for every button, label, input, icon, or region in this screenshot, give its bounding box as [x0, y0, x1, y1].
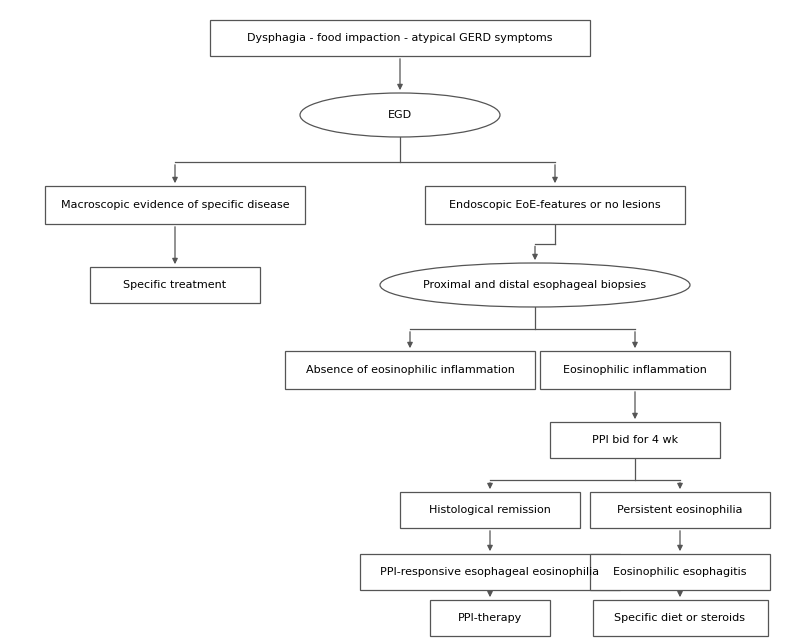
Text: Dysphagia - food impaction - atypical GERD symptoms: Dysphagia - food impaction - atypical GE…: [247, 33, 553, 43]
Text: PPI-therapy: PPI-therapy: [458, 613, 522, 623]
Text: EGD: EGD: [388, 110, 412, 120]
FancyBboxPatch shape: [425, 186, 685, 224]
FancyBboxPatch shape: [90, 267, 260, 303]
Ellipse shape: [300, 93, 500, 137]
Text: PPI-responsive esophageal eosinophilia: PPI-responsive esophageal eosinophilia: [381, 567, 599, 577]
FancyBboxPatch shape: [360, 554, 620, 590]
FancyBboxPatch shape: [593, 600, 767, 636]
Text: Specific diet or steroids: Specific diet or steroids: [614, 613, 746, 623]
FancyBboxPatch shape: [590, 492, 770, 528]
FancyBboxPatch shape: [430, 600, 550, 636]
Text: PPI bid for 4 wk: PPI bid for 4 wk: [592, 435, 678, 445]
FancyBboxPatch shape: [45, 186, 305, 224]
Text: Proximal and distal esophageal biopsies: Proximal and distal esophageal biopsies: [423, 280, 646, 290]
Text: Endoscopic EoE-features or no lesions: Endoscopic EoE-features or no lesions: [449, 200, 661, 210]
Text: Specific treatment: Specific treatment: [123, 280, 226, 290]
FancyBboxPatch shape: [400, 492, 580, 528]
Text: Absence of eosinophilic inflammation: Absence of eosinophilic inflammation: [306, 365, 514, 375]
FancyBboxPatch shape: [550, 422, 720, 458]
FancyBboxPatch shape: [210, 20, 590, 56]
Ellipse shape: [380, 263, 690, 307]
Text: Eosinophilic esophagitis: Eosinophilic esophagitis: [614, 567, 746, 577]
Text: Histological remission: Histological remission: [429, 505, 551, 515]
FancyBboxPatch shape: [590, 554, 770, 590]
FancyBboxPatch shape: [285, 351, 535, 389]
Text: Macroscopic evidence of specific disease: Macroscopic evidence of specific disease: [61, 200, 290, 210]
Text: Persistent eosinophilia: Persistent eosinophilia: [618, 505, 742, 515]
FancyBboxPatch shape: [540, 351, 730, 389]
Text: Eosinophilic inflammation: Eosinophilic inflammation: [563, 365, 707, 375]
